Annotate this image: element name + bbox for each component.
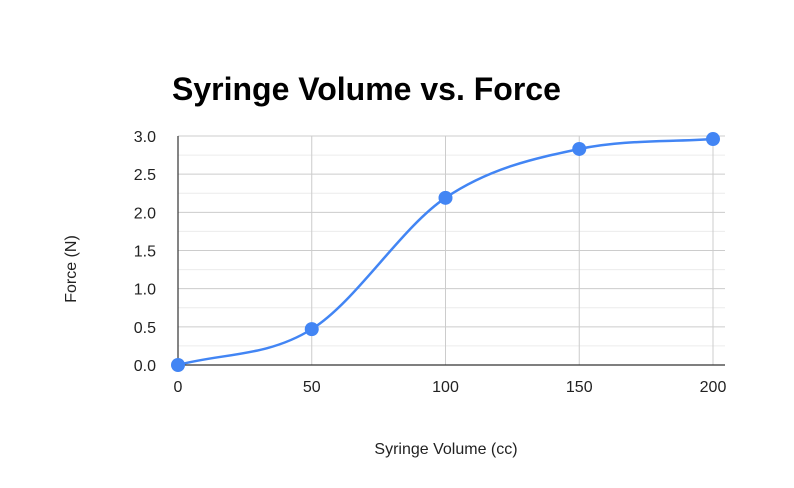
x-tick-label: 100 bbox=[432, 379, 459, 396]
data-point bbox=[706, 132, 720, 147]
x-tick-label: 50 bbox=[303, 379, 321, 396]
data-point bbox=[304, 322, 319, 337]
x-tick-label: 200 bbox=[700, 379, 727, 396]
y-tick-label: 0.5 bbox=[134, 320, 156, 337]
x-tick-label: 150 bbox=[566, 379, 593, 396]
data-point bbox=[171, 358, 185, 372]
y-tick-label: 2.0 bbox=[134, 205, 156, 222]
series-layer bbox=[171, 132, 720, 372]
y-axis-label: Force (N) bbox=[63, 235, 80, 303]
y-tick-label: 1.0 bbox=[134, 282, 156, 299]
y-tick-labels: 0.0 0.5 1.0 1.5 2.0 2.5 3.0 bbox=[134, 129, 156, 375]
x-tick-label: 0 bbox=[174, 379, 183, 396]
chart-title: Syringe Volume vs. Force bbox=[172, 71, 561, 107]
x-tick-labels: 0 50 100 150 200 bbox=[174, 379, 727, 396]
y-tick-label: 2.5 bbox=[134, 167, 156, 184]
x-axis-label: Syringe Volume (cc) bbox=[374, 441, 517, 458]
y-tick-label: 3.0 bbox=[134, 129, 156, 146]
grid bbox=[178, 135, 725, 365]
y-tick-label: 1.5 bbox=[134, 244, 156, 261]
y-tick-label: 0.0 bbox=[134, 358, 156, 375]
axes bbox=[177, 136, 725, 366]
data-point bbox=[438, 190, 453, 205]
data-point bbox=[572, 141, 587, 156]
